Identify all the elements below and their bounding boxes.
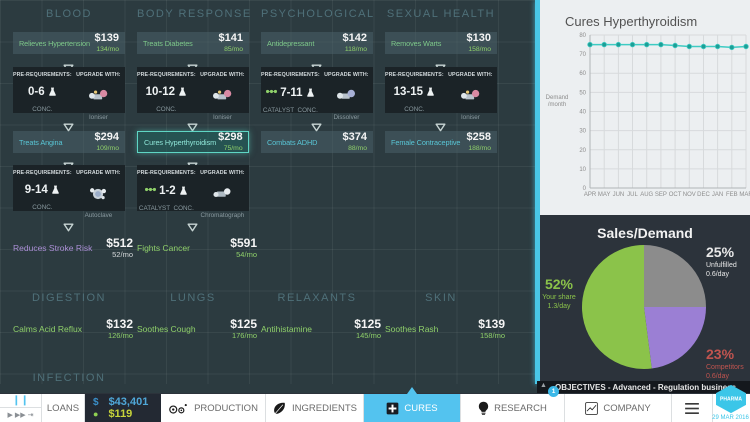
svg-text:JAN: JAN: [712, 192, 723, 198]
svg-text:FEB: FEB: [726, 192, 738, 198]
svg-text:PHARMA: PHARMA: [720, 397, 742, 403]
svg-text:MAR: MAR: [739, 192, 750, 198]
svg-text:DEC: DEC: [697, 192, 710, 198]
svg-text:NOV: NOV: [683, 192, 696, 198]
svg-text:10: 10: [579, 167, 586, 173]
svg-text:APR: APR: [584, 192, 597, 198]
svg-text:30: 30: [579, 129, 586, 135]
svg-text:MAY: MAY: [598, 192, 611, 198]
svg-text:60: 60: [579, 71, 586, 77]
svg-text:OCT: OCT: [669, 192, 682, 198]
svg-text:20: 20: [579, 148, 586, 154]
svg-text:40: 40: [579, 110, 586, 116]
svg-text:70: 70: [579, 52, 586, 58]
svg-text:JUL: JUL: [627, 192, 638, 198]
svg-text:JUN: JUN: [613, 192, 625, 198]
svg-text:SEP: SEP: [655, 192, 667, 198]
svg-text:50: 50: [579, 90, 586, 96]
svg-text:80: 80: [579, 33, 586, 39]
svg-text:AUG: AUG: [640, 192, 653, 198]
